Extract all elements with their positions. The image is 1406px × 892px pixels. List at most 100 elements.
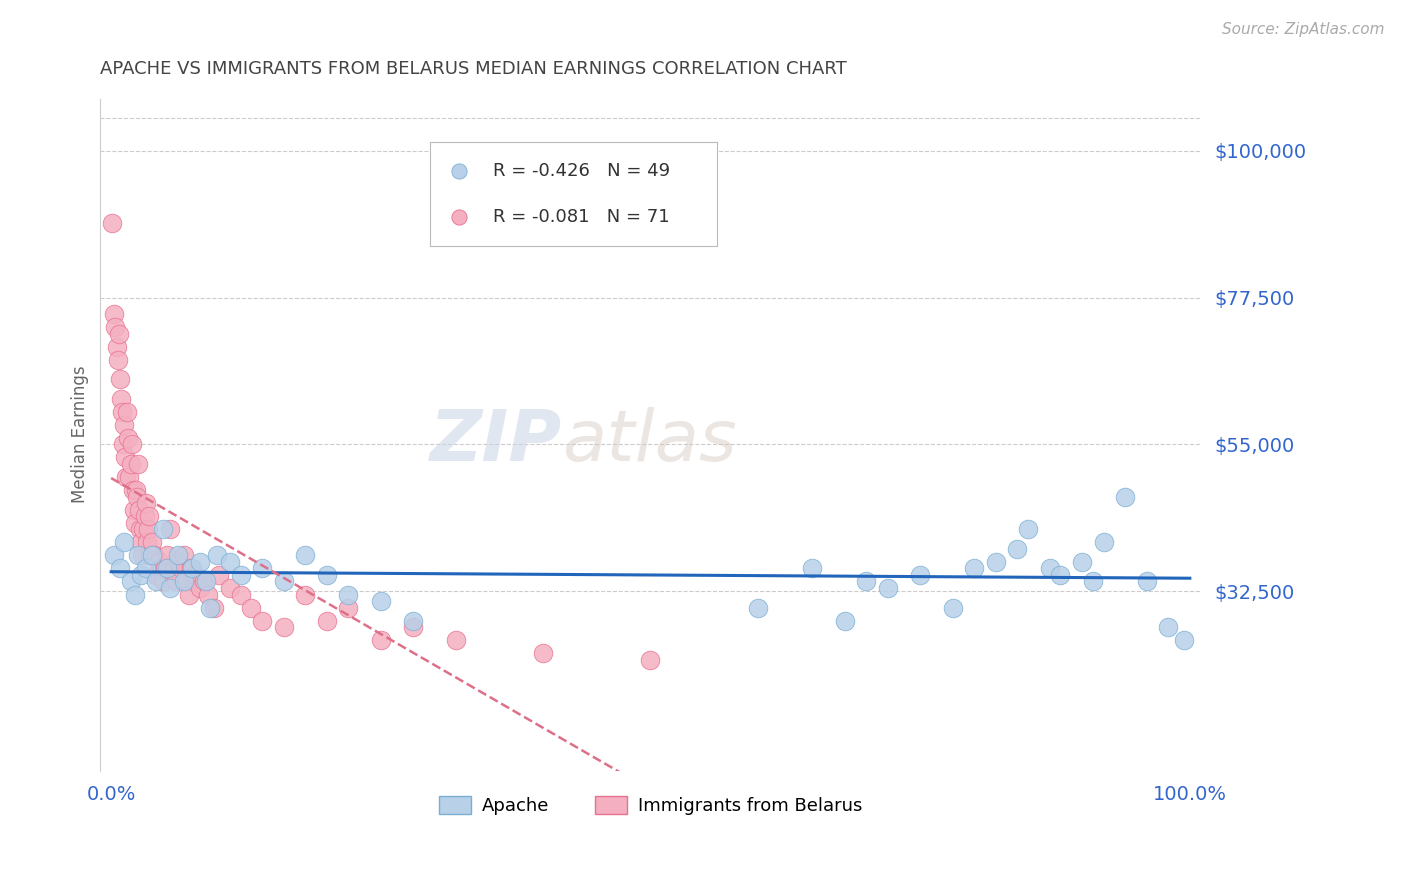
Point <box>202 600 225 615</box>
Point <box>111 437 134 451</box>
Point <box>370 594 392 608</box>
Point <box>1071 555 1094 569</box>
Point <box>141 549 163 563</box>
Point <box>107 352 129 367</box>
Point <box>531 646 554 660</box>
Point <box>120 457 142 471</box>
Point <box>135 496 157 510</box>
Point <box>110 392 132 406</box>
Point <box>122 502 145 516</box>
Point <box>121 437 143 451</box>
Point <box>127 549 149 563</box>
Point <box>337 600 360 615</box>
Point <box>117 431 139 445</box>
Point <box>195 574 218 589</box>
Point <box>139 549 162 563</box>
Point <box>114 450 136 465</box>
Point <box>1114 490 1136 504</box>
Point <box>218 581 240 595</box>
Point <box>143 549 166 563</box>
Point <box>180 561 202 575</box>
Point <box>188 555 211 569</box>
Point <box>1081 574 1104 589</box>
Point <box>250 614 273 628</box>
Point <box>941 600 963 615</box>
Point <box>193 574 215 589</box>
Point <box>294 549 316 563</box>
Point <box>229 587 252 601</box>
Point <box>205 549 228 563</box>
Point <box>145 568 167 582</box>
Point <box>315 568 337 582</box>
Point <box>131 535 153 549</box>
Point <box>855 574 877 589</box>
Point <box>402 614 425 628</box>
Point <box>167 555 190 569</box>
Point <box>121 483 143 497</box>
Point <box>134 509 156 524</box>
Point <box>876 581 898 595</box>
Point <box>128 502 150 516</box>
Point <box>115 470 138 484</box>
Legend: Apache, Immigrants from Belarus: Apache, Immigrants from Belarus <box>432 789 869 822</box>
Point <box>184 568 207 582</box>
Point <box>273 620 295 634</box>
Point <box>197 587 219 601</box>
Point <box>103 549 125 563</box>
Text: ZIP: ZIP <box>430 407 562 475</box>
Point <box>135 561 157 575</box>
Point <box>640 653 662 667</box>
Point <box>103 307 125 321</box>
Point <box>315 614 337 628</box>
Point <box>156 549 179 563</box>
Point <box>124 587 146 601</box>
Point <box>240 600 263 615</box>
Point <box>163 561 186 575</box>
Point <box>834 614 856 628</box>
Point <box>176 574 198 589</box>
Point <box>1092 535 1115 549</box>
Point <box>136 522 159 536</box>
Point <box>963 561 986 575</box>
Point <box>131 568 153 582</box>
Point <box>165 574 187 589</box>
Point <box>108 561 131 575</box>
Point <box>118 470 141 484</box>
Point <box>129 522 152 536</box>
Point <box>104 320 127 334</box>
Point <box>111 405 134 419</box>
Point <box>173 574 195 589</box>
Point <box>181 561 204 575</box>
Point <box>145 574 167 589</box>
Point <box>105 340 128 354</box>
Point <box>1007 541 1029 556</box>
Point <box>208 568 231 582</box>
Point <box>107 326 129 341</box>
Point <box>1173 633 1195 648</box>
Point <box>1039 561 1062 575</box>
Point <box>141 535 163 549</box>
Point <box>402 620 425 634</box>
Point <box>908 568 931 582</box>
Point <box>170 561 193 575</box>
Point <box>167 549 190 563</box>
Text: atlas: atlas <box>562 407 737 475</box>
Point <box>1157 620 1180 634</box>
Point <box>159 522 181 536</box>
Point <box>273 574 295 589</box>
Point <box>229 568 252 582</box>
Point <box>148 555 170 569</box>
Point <box>801 561 824 575</box>
Y-axis label: Median Earnings: Median Earnings <box>72 366 89 503</box>
Point <box>117 405 139 419</box>
Point <box>124 516 146 530</box>
Point <box>153 561 176 575</box>
Point <box>1136 574 1159 589</box>
Point <box>177 587 200 601</box>
Point <box>152 522 174 536</box>
Point <box>156 561 179 575</box>
Point <box>1049 568 1071 582</box>
Point <box>159 581 181 595</box>
Point <box>138 509 160 524</box>
Point <box>108 372 131 386</box>
